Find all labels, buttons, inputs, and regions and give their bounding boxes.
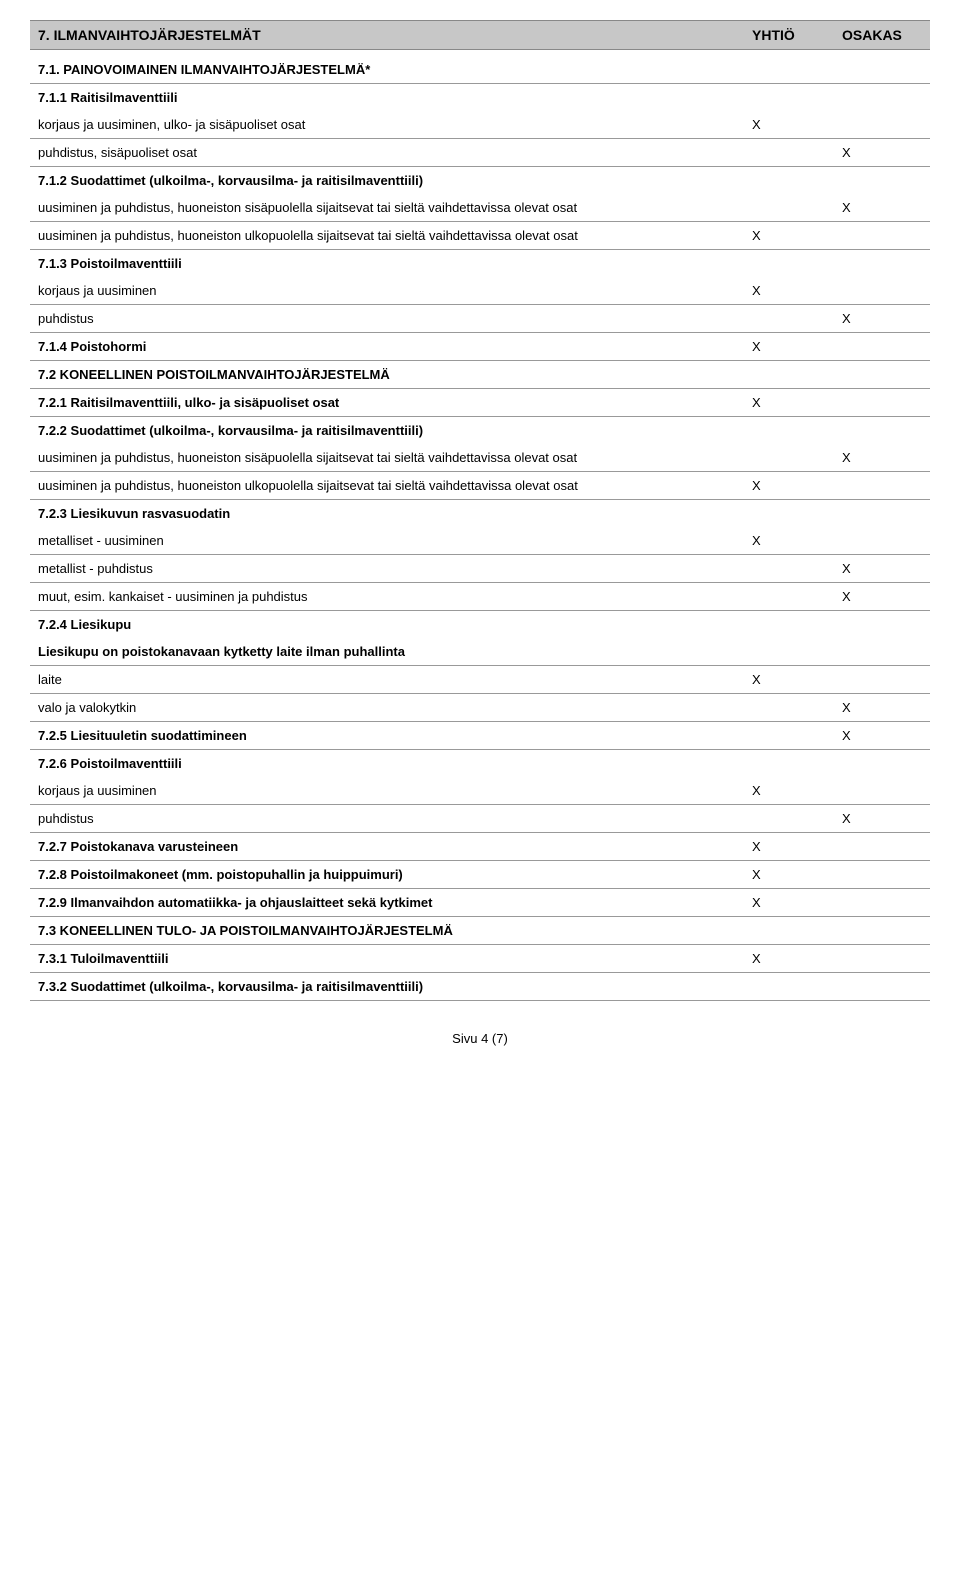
table-row: muut, esim. kankaiset - uusiminen ja puh… bbox=[30, 583, 930, 611]
row-label: 7.3.1 Tuloilmaventtiili bbox=[38, 951, 752, 966]
table-row: puhdistus X bbox=[30, 805, 930, 833]
row-label: 7.2.5 Liesituuletin suodattimineen bbox=[38, 728, 752, 743]
section-7-2-8: 7.2.8 Poistoilmakoneet (mm. poistopuhall… bbox=[30, 861, 930, 889]
table-row: valo ja valokytkin X bbox=[30, 694, 930, 722]
row-label: metalliset - uusiminen bbox=[38, 533, 752, 548]
header-col-o: OSAKAS bbox=[842, 27, 922, 43]
row-label: puhdistus bbox=[38, 311, 752, 326]
mark-y: X bbox=[752, 533, 842, 548]
row-label: uusiminen ja puhdistus, huoneiston sisäp… bbox=[38, 200, 752, 215]
section-7-2-9: 7.2.9 Ilmanvaihdon automatiikka- ja ohja… bbox=[30, 889, 930, 917]
row-label: korjaus ja uusiminen, ulko- ja sisäpuoli… bbox=[38, 117, 752, 132]
table-row: puhdistus X bbox=[30, 305, 930, 333]
row-label: valo ja valokytkin bbox=[38, 700, 752, 715]
section-title: 7.3 KONEELLINEN TULO- JA POISTOILMANVAIH… bbox=[38, 923, 752, 938]
header-col-y: YHTIÖ bbox=[752, 27, 842, 43]
mark-y: X bbox=[752, 839, 842, 854]
section-7-3-2: 7.3.2 Suodattimet (ulkoilma-, korvausilm… bbox=[30, 973, 930, 1001]
section-7-2-4: 7.2.4 Liesikupu bbox=[30, 611, 930, 638]
section-7-2: 7.2 KONEELLINEN POISTOILMANVAIHTOJÄRJEST… bbox=[30, 361, 930, 389]
row-label: korjaus ja uusiminen bbox=[38, 283, 752, 298]
mark-o: X bbox=[842, 728, 922, 743]
mark-y: X bbox=[752, 672, 842, 687]
row-label: korjaus ja uusiminen bbox=[38, 783, 752, 798]
mark-o: X bbox=[842, 200, 922, 215]
section-7-2-7: 7.2.7 Poistokanava varusteineen X bbox=[30, 833, 930, 861]
section-7-2-2: 7.2.2 Suodattimet (ulkoilma-, korvausilm… bbox=[30, 417, 930, 444]
table-row: metalliset - uusiminen X bbox=[30, 527, 930, 555]
row-label: uusiminen ja puhdistus, huoneiston ulkop… bbox=[38, 228, 752, 243]
table-row: korjaus ja uusiminen, ulko- ja sisäpuoli… bbox=[30, 111, 930, 139]
table-row: puhdistus, sisäpuoliset osat X bbox=[30, 139, 930, 167]
mark-y: X bbox=[752, 117, 842, 132]
section-title: 7.2.2 Suodattimet (ulkoilma-, korvausilm… bbox=[38, 423, 752, 438]
mark-y: X bbox=[752, 395, 842, 410]
mark-o: X bbox=[842, 700, 922, 715]
mark-o: X bbox=[842, 311, 922, 326]
section-title: 7.1.3 Poistoilmaventtiili bbox=[38, 256, 752, 271]
section-7-2-1: 7.2.1 Raitisilmaventtiili, ulko- ja sisä… bbox=[30, 389, 930, 417]
subtitle-row: Liesikupu on poistokanavaan kytketty lai… bbox=[30, 638, 930, 666]
table-row: uusiminen ja puhdistus, huoneiston ulkop… bbox=[30, 472, 930, 500]
header-title: 7. ILMANVAIHTOJÄRJESTELMÄT bbox=[38, 27, 752, 43]
row-label: 7.1.4 Poistohormi bbox=[38, 339, 752, 354]
mark-o: X bbox=[842, 145, 922, 160]
row-label: 7.2.7 Poistokanava varusteineen bbox=[38, 839, 752, 854]
table-row: korjaus ja uusiminen X bbox=[30, 277, 930, 305]
table-row: metallist - puhdistus X bbox=[30, 555, 930, 583]
section-title: 7.2.3 Liesikuvun rasvasuodatin bbox=[38, 506, 752, 521]
mark-o: X bbox=[842, 811, 922, 826]
section-7-2-6: 7.2.6 Poistoilmaventtiili bbox=[30, 750, 930, 777]
mark-y: X bbox=[752, 283, 842, 298]
section-7-1-3: 7.1.3 Poistoilmaventtiili bbox=[30, 250, 930, 277]
table-header: 7. ILMANVAIHTOJÄRJESTELMÄT YHTIÖ OSAKAS bbox=[30, 20, 930, 50]
row-label: muut, esim. kankaiset - uusiminen ja puh… bbox=[38, 589, 752, 604]
section-7-1-4: 7.1.4 Poistohormi X bbox=[30, 333, 930, 361]
row-label: 7.2.8 Poistoilmakoneet (mm. poistopuhall… bbox=[38, 867, 752, 882]
section-7-3-1: 7.3.1 Tuloilmaventtiili X bbox=[30, 945, 930, 973]
row-label: 7.2.1 Raitisilmaventtiili, ulko- ja sisä… bbox=[38, 395, 752, 410]
section-7-2-3: 7.2.3 Liesikuvun rasvasuodatin bbox=[30, 500, 930, 527]
section-7-1: 7.1. PAINOVOIMAINEN ILMANVAIHTOJÄRJESTEL… bbox=[30, 56, 930, 84]
section-7-3: 7.3 KONEELLINEN TULO- JA POISTOILMANVAIH… bbox=[30, 917, 930, 945]
row-label: uusiminen ja puhdistus, huoneiston ulkop… bbox=[38, 478, 752, 493]
row-label: metallist - puhdistus bbox=[38, 561, 752, 576]
mark-o: X bbox=[842, 450, 922, 465]
mark-y: X bbox=[752, 339, 842, 354]
section-title: 7.3.2 Suodattimet (ulkoilma-, korvausilm… bbox=[38, 979, 752, 994]
table-row: korjaus ja uusiminen X bbox=[30, 777, 930, 805]
section-title: 7.1.2 Suodattimet (ulkoilma-, korvausilm… bbox=[38, 173, 752, 188]
row-label: 7.2.9 Ilmanvaihdon automatiikka- ja ohja… bbox=[38, 895, 752, 910]
mark-y: X bbox=[752, 895, 842, 910]
table-row: uusiminen ja puhdistus, huoneiston ulkop… bbox=[30, 222, 930, 250]
mark-y: X bbox=[752, 478, 842, 493]
section-7-2-5: 7.2.5 Liesituuletin suodattimineen X bbox=[30, 722, 930, 750]
row-label: uusiminen ja puhdistus, huoneiston sisäp… bbox=[38, 450, 752, 465]
row-label: Liesikupu on poistokanavaan kytketty lai… bbox=[38, 644, 752, 659]
mark-y: X bbox=[752, 228, 842, 243]
table-row: laite X bbox=[30, 666, 930, 694]
row-label: puhdistus bbox=[38, 811, 752, 826]
table-row: uusiminen ja puhdistus, huoneiston sisäp… bbox=[30, 194, 930, 222]
mark-y: X bbox=[752, 951, 842, 966]
section-7-1-1: 7.1.1 Raitisilmaventtiili bbox=[30, 84, 930, 111]
section-title: 7.2.4 Liesikupu bbox=[38, 617, 752, 632]
mark-o: X bbox=[842, 561, 922, 576]
mark-y: X bbox=[752, 867, 842, 882]
row-label: laite bbox=[38, 672, 752, 687]
section-7-1-2: 7.1.2 Suodattimet (ulkoilma-, korvausilm… bbox=[30, 167, 930, 194]
section-title: 7.2 KONEELLINEN POISTOILMANVAIHTOJÄRJEST… bbox=[38, 367, 752, 382]
mark-y: X bbox=[752, 783, 842, 798]
section-title: 7.1. PAINOVOIMAINEN ILMANVAIHTOJÄRJESTEL… bbox=[38, 62, 752, 77]
table-row: uusiminen ja puhdistus, huoneiston sisäp… bbox=[30, 444, 930, 472]
section-title: 7.2.6 Poistoilmaventtiili bbox=[38, 756, 752, 771]
row-label: puhdistus, sisäpuoliset osat bbox=[38, 145, 752, 160]
mark-o: X bbox=[842, 589, 922, 604]
page-footer: Sivu 4 (7) bbox=[30, 1031, 930, 1046]
section-title: 7.1.1 Raitisilmaventtiili bbox=[38, 90, 752, 105]
